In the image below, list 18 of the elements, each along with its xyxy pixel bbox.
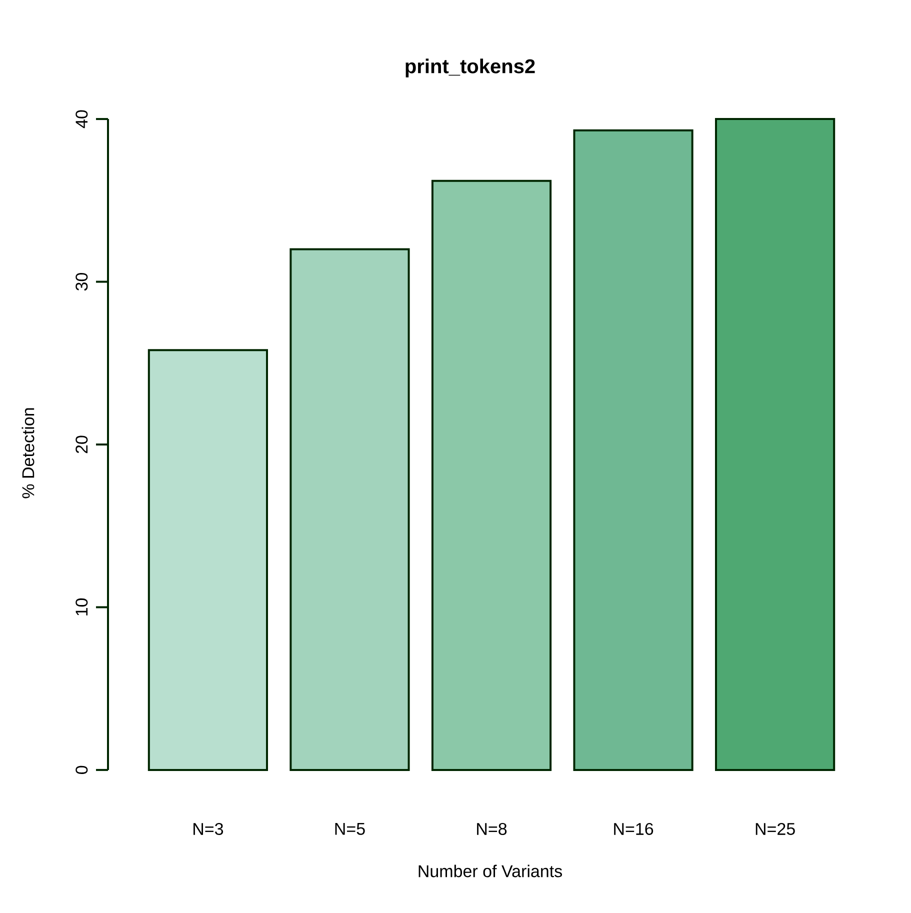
x-tick-label: N=5 bbox=[335, 823, 365, 835]
x-tick-label: N=8 bbox=[477, 822, 507, 835]
x-tick-label: N=25 bbox=[756, 822, 795, 835]
bar bbox=[148, 349, 268, 771]
y-tick-label: 0 bbox=[76, 766, 88, 774]
bar bbox=[715, 118, 836, 771]
y-tick-label: 20 bbox=[76, 436, 88, 454]
x-axis-title: Number of Variants bbox=[418, 864, 562, 878]
y-tick-label: 10 bbox=[76, 598, 88, 616]
bar bbox=[431, 180, 552, 771]
x-tick-label: N=3 bbox=[194, 822, 224, 835]
y-tick-label: 40 bbox=[76, 110, 88, 128]
bar bbox=[290, 248, 410, 771]
chart-title: print_tokens2 bbox=[406, 58, 535, 78]
bar bbox=[573, 129, 694, 771]
x-tick-label: N=16 bbox=[614, 822, 654, 835]
y-tick-label: 30 bbox=[76, 272, 88, 291]
y-axis-title: % Detection bbox=[22, 408, 34, 498]
